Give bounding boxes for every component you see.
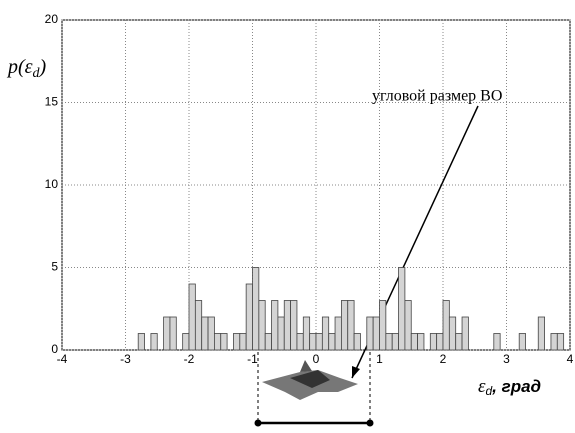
bar — [399, 268, 405, 351]
x-tick-label: -1 — [247, 352, 258, 366]
bar — [202, 317, 208, 350]
aircraft-icon — [262, 360, 358, 400]
bar — [341, 301, 347, 351]
bar — [208, 317, 214, 350]
bar — [291, 301, 297, 351]
bar — [329, 334, 335, 351]
x-tick-label: 0 — [313, 352, 320, 366]
dimension-dot — [367, 420, 374, 427]
bar — [240, 334, 246, 351]
x-tick-label: 1 — [376, 352, 383, 366]
bar — [437, 334, 443, 351]
bar — [259, 301, 265, 351]
bar — [221, 334, 227, 351]
bar — [297, 334, 303, 351]
x-tick-label: 3 — [503, 352, 510, 366]
bar — [138, 334, 144, 351]
x-tick-label: -2 — [184, 352, 195, 366]
x-tick-label: -4 — [57, 352, 68, 366]
y-tick-label: 10 — [45, 177, 59, 191]
bar — [392, 334, 398, 351]
y-tick-label: 5 — [51, 260, 58, 274]
bar — [557, 334, 563, 351]
bar — [151, 334, 157, 351]
bar — [386, 334, 392, 351]
bar — [449, 317, 455, 350]
bar — [373, 317, 379, 350]
bar — [551, 334, 557, 351]
bar — [348, 301, 354, 351]
bar — [164, 317, 170, 350]
bar — [354, 334, 360, 351]
bar — [335, 317, 341, 350]
bar — [538, 317, 544, 350]
dimension-dot — [255, 420, 262, 427]
bar — [519, 334, 525, 351]
bar — [265, 334, 271, 351]
bar — [411, 334, 417, 351]
x-tick-label: 4 — [567, 352, 574, 366]
bar — [189, 284, 195, 350]
bar — [272, 301, 278, 351]
bar — [284, 301, 290, 351]
bar — [418, 334, 424, 351]
bar — [246, 284, 252, 350]
bar — [405, 301, 411, 351]
chart: p(εd) εd, град угловой размер ВО 0 5 10 15 2… — [0, 0, 575, 428]
bar — [310, 334, 316, 351]
bar — [462, 317, 468, 350]
bar — [430, 334, 436, 351]
bar — [214, 334, 220, 351]
bar — [303, 317, 309, 350]
y-axis-label: p(εd) — [6, 56, 47, 82]
bar — [380, 301, 386, 351]
bar — [316, 334, 322, 351]
x-axis-label: εd, град — [478, 376, 541, 398]
bar — [494, 334, 500, 351]
bar — [233, 334, 239, 351]
bar — [253, 268, 259, 351]
bar — [443, 301, 449, 351]
x-tick-label: 2 — [440, 352, 447, 366]
bar — [278, 317, 284, 350]
arrow-head — [352, 366, 360, 378]
x-tick-label: -3 — [120, 352, 131, 366]
annotation: угловой размер ВО — [372, 88, 502, 105]
bar — [195, 301, 201, 351]
y-tick-label: 20 — [45, 12, 59, 26]
y-tick-label: 15 — [45, 95, 59, 109]
bar — [322, 317, 328, 350]
bar — [183, 334, 189, 351]
bar — [456, 334, 462, 351]
bar — [170, 317, 176, 350]
bar — [367, 317, 373, 350]
